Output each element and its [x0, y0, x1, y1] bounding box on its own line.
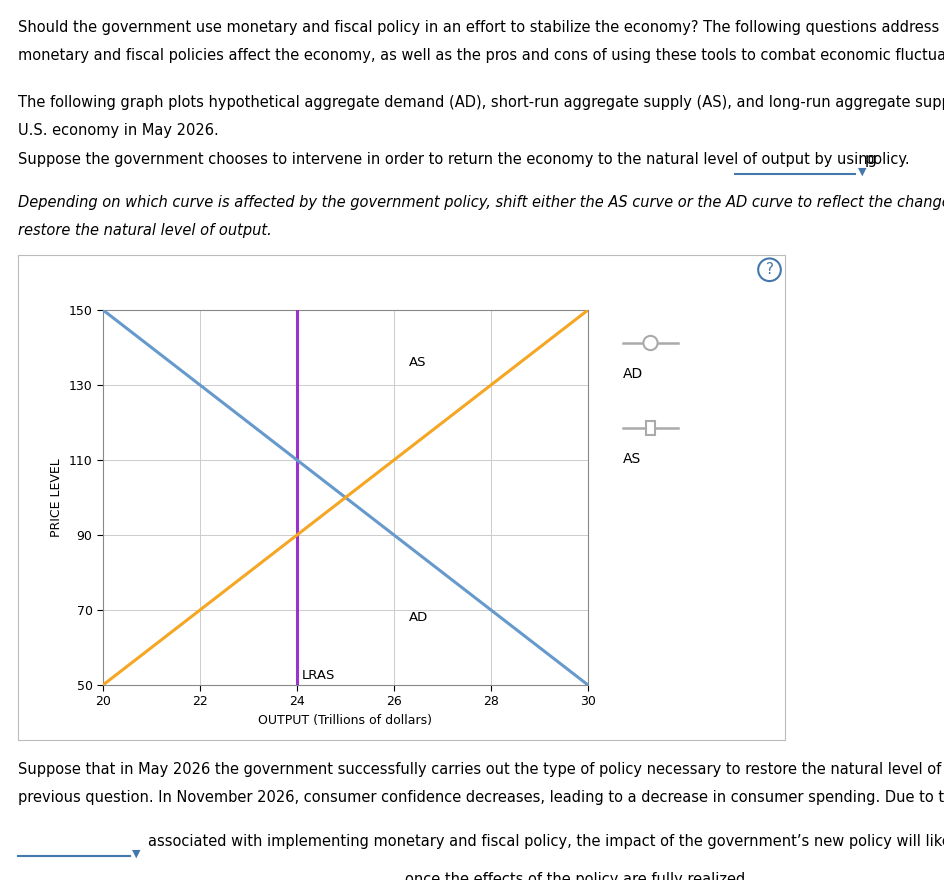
Text: AD: AD [408, 612, 428, 624]
Text: Depending on which curve is affected by the government policy, shift either the : Depending on which curve is affected by … [18, 195, 944, 210]
X-axis label: OUTPUT (Trillions of dollars): OUTPUT (Trillions of dollars) [259, 714, 432, 727]
Text: ▼: ▼ [132, 849, 141, 859]
Text: policy.: policy. [864, 152, 910, 167]
Text: restore the natural level of output.: restore the natural level of output. [18, 223, 272, 238]
Text: Suppose that in May 2026 the government successfully carries out the type of pol: Suppose that in May 2026 the government … [18, 762, 944, 777]
Text: LRAS: LRAS [301, 670, 335, 682]
Text: AD: AD [622, 367, 643, 381]
Text: AS: AS [408, 356, 426, 370]
Text: U.S. economy in May 2026.: U.S. economy in May 2026. [18, 123, 218, 138]
Y-axis label: PRICE LEVEL: PRICE LEVEL [50, 458, 63, 537]
Text: monetary and fiscal policies affect the economy, as well as the pros and cons of: monetary and fiscal policies affect the … [18, 48, 944, 63]
FancyBboxPatch shape [18, 255, 784, 740]
Text: Suppose the government chooses to intervene in order to return the economy to th: Suppose the government chooses to interv… [18, 152, 876, 167]
Text: previous question. In November 2026, consumer confidence decreases, leading to a: previous question. In November 2026, con… [18, 790, 944, 805]
Text: associated with implementing monetary and fiscal policy, the impact of the gover: associated with implementing monetary an… [148, 834, 944, 849]
Text: The following graph plots hypothetical aggregate demand (AD), short-run aggregat: The following graph plots hypothetical a… [18, 95, 944, 110]
Text: AS: AS [622, 452, 641, 466]
Text: s: s [647, 423, 652, 433]
Text: Should the government use monetary and fiscal policy in an effort to stabilize t: Should the government use monetary and f… [18, 20, 944, 35]
Text: o: o [646, 336, 653, 349]
Text: once the effects of the policy are fully realized.: once the effects of the policy are fully… [405, 872, 750, 880]
Text: ?: ? [765, 262, 773, 277]
Text: ▼: ▼ [857, 167, 866, 177]
